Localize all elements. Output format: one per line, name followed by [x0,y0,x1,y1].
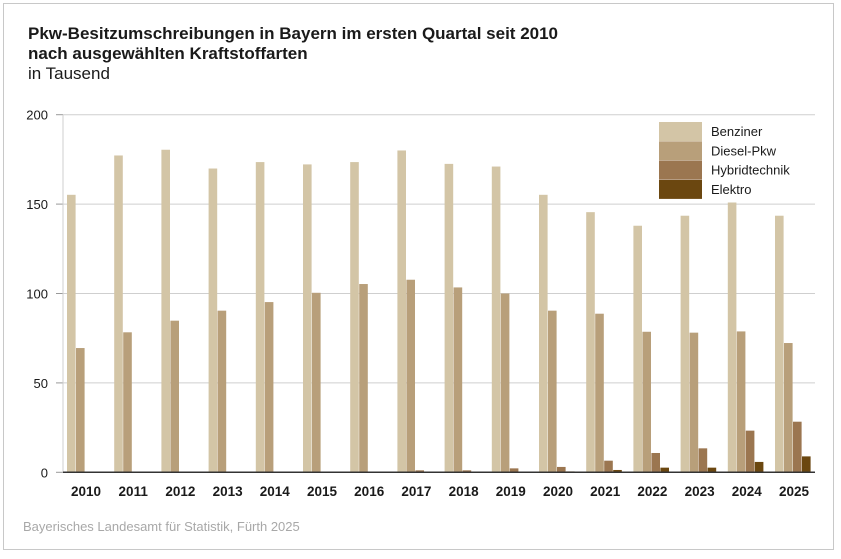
bar-diesel-pkw-2025 [784,343,793,473]
bar-benziner-2024 [727,202,737,473]
bar-hybridtechnik-2023 [698,448,708,473]
chart-title: Pkw-Besitzumschreibungen in Bayern im er… [28,24,558,64]
source-note: Bayerisches Landesamt für Statistik, Für… [23,519,300,534]
x-tick-label: 2016 [354,484,385,499]
legend-swatch-diesel-pkw [659,141,702,161]
bar-diesel-pkw-2017 [406,279,415,473]
bar-diesel-pkw-2018 [453,287,463,473]
x-tick-label: 2019 [496,484,526,499]
bar-diesel-pkw-2014 [264,302,274,473]
y-tick-label: 50 [34,376,48,391]
y-tick-label: 150 [26,197,48,212]
bar-benziner-2012 [161,149,170,473]
bar-hybridtechnik-2025 [793,421,802,473]
bar-benziner-2022 [633,225,642,473]
legend-label-diesel-pkw: Diesel-Pkw [711,143,777,158]
legend-swatch-hybridtechnik [659,160,702,180]
x-tick-label: 2020 [543,484,573,499]
bar-diesel-pkw-2019 [500,293,510,473]
bar-benziner-2018 [444,163,454,473]
bar-benziner-2011 [114,155,123,473]
bar-benziner-2020 [539,194,548,473]
title-line-2: nach ausgewählten Kraftstoffarten [28,44,308,63]
x-tick-label: 2012 [165,484,195,499]
bar-diesel-pkw-2021 [595,313,604,473]
bar-benziner-2016 [350,162,359,473]
bar-benziner-2025 [775,215,784,473]
title-line-1: Pkw-Besitzumschreibungen in Bayern im er… [28,24,559,43]
bar-benziner-2010 [67,194,76,473]
bar-elektro-2025 [802,456,811,473]
bar-hybridtechnik-2022 [651,452,660,473]
x-tick-label: 2021 [590,484,621,499]
bar-hybridtechnik-2017 [415,470,424,473]
x-tick-label: 2018 [449,484,480,499]
bar-diesel-pkw-2011 [123,332,132,473]
bar-hybridtechnik-2019 [509,468,519,473]
x-tick-label: 2017 [401,484,431,499]
bar-elektro-2023 [707,467,717,473]
x-tick-label: 2010 [71,484,101,499]
bar-diesel-pkw-2015 [312,292,321,473]
bar-benziner-2021 [586,212,595,473]
x-tick-label: 2023 [685,484,716,499]
bar-diesel-pkw-2020 [548,310,557,473]
chart-subtitle: in Tausend [28,64,110,83]
bar-elektro-2024 [754,461,764,473]
y-tick-label: 200 [26,108,48,123]
bar-hybridtechnik-2018 [462,470,472,473]
bar-benziner-2017 [397,150,406,473]
bar-diesel-pkw-2013 [217,310,227,473]
x-tick-label: 2015 [307,484,338,499]
bar-diesel-pkw-2016 [359,284,368,473]
x-tick-label: 2024 [732,484,763,499]
x-tick-label: 2025 [779,484,810,499]
bar-benziner-2015 [303,164,312,473]
bar-hybridtechnik-2024 [745,430,755,473]
bar-benziner-2023 [680,215,690,473]
legend-swatch-elektro [659,179,702,199]
x-tick-label: 2022 [637,484,667,499]
legend-label-elektro: Elektro [711,182,751,197]
bar-hybridtechnik-2021 [604,460,613,473]
bar-benziner-2013 [208,168,218,473]
bar-diesel-pkw-2010 [76,348,85,473]
bar-diesel-pkw-2022 [642,331,651,473]
x-tick-label: 2013 [213,484,244,499]
x-tick-label: 2011 [119,484,149,499]
legend-swatch-benziner [659,122,702,141]
y-tick-label: 100 [26,287,48,302]
legend-label-benziner: Benziner [711,124,763,139]
y-tick-label: 0 [41,465,48,480]
bar-diesel-pkw-2012 [170,320,179,473]
x-tick-label: 2014 [260,484,291,499]
legend-label-hybridtechnik: Hybridtechnik [711,163,790,178]
bar-elektro-2021 [613,469,622,473]
chart-frame [3,3,834,550]
bar-diesel-pkw-2024 [736,331,746,473]
bar-hybridtechnik-2020 [557,466,566,473]
bar-benziner-2014 [255,162,265,473]
bar-elektro-2022 [660,467,669,473]
bar-diesel-pkw-2023 [689,332,699,473]
bar-benziner-2019 [491,166,501,473]
